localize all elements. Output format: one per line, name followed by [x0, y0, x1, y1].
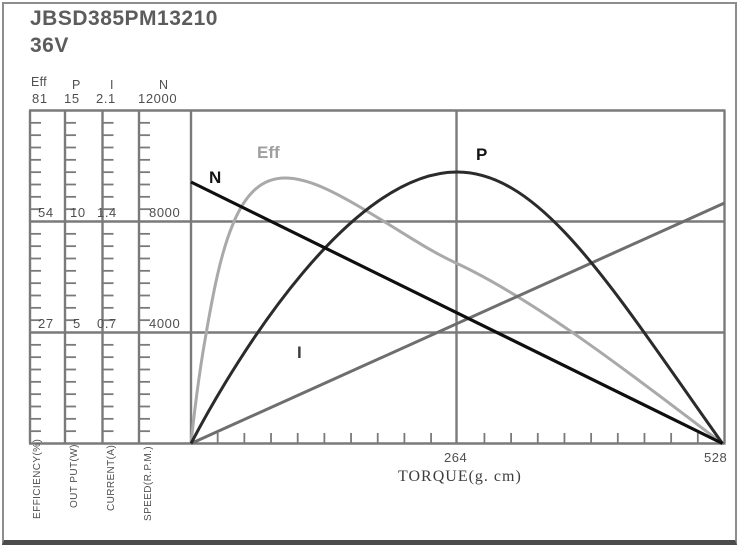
tick-eff-max: 81	[32, 91, 48, 106]
unit-label-efficiency: EFFICIENCY(%)	[32, 438, 43, 519]
curve-label-current: I	[297, 343, 302, 362]
axis-header-i: I	[110, 78, 114, 92]
current-line	[190, 201, 726, 445]
tick-p-max: 15	[64, 91, 80, 106]
unit-label-speed: SPEED(R.P.M.)	[143, 445, 154, 521]
curve-label-speed: N	[209, 168, 222, 187]
page-border	[2, 2, 737, 545]
tick-i-max: 2.1	[96, 91, 116, 106]
tick-p-mid: 10	[70, 205, 86, 220]
x-tick-528: 528	[704, 450, 728, 465]
horizontal-gridlines	[29, 109, 726, 445]
tick-p-low: 5	[73, 316, 81, 331]
unit-label-output: OUT PUT(W)	[69, 444, 80, 508]
tick-n-mid: 8000	[149, 205, 181, 220]
axis-header-p: P	[72, 78, 81, 92]
axis-header-n: N	[159, 78, 169, 92]
curve-label-efficiency: Eff	[257, 143, 280, 162]
axis-header-eff: Eff	[31, 75, 47, 89]
tick-i-low: 0.7	[97, 316, 117, 331]
tick-n-max: 12000	[138, 91, 178, 106]
minor-ticks	[30, 121, 699, 444]
left-axis-bars	[28, 110, 141, 444]
power-curve	[189, 170, 724, 445]
curve-label-power: P	[476, 145, 488, 164]
tick-n-low: 4000	[149, 316, 181, 331]
plot-frame	[189, 110, 726, 444]
x-tick-264: 264	[444, 450, 468, 465]
speed-line	[190, 180, 724, 445]
tick-eff-low: 27	[38, 316, 54, 331]
page-title-voltage: 36V	[30, 34, 69, 57]
x-axis-title: TORQUE(g. cm)	[398, 468, 522, 485]
tick-eff-mid: 54	[38, 205, 54, 220]
tick-i-mid: 1.4	[97, 205, 117, 220]
efficiency-curve	[189, 176, 724, 445]
unit-label-current: CURRENT(A)	[106, 444, 117, 511]
page-title-model: JBSD385PM13210	[30, 7, 218, 30]
